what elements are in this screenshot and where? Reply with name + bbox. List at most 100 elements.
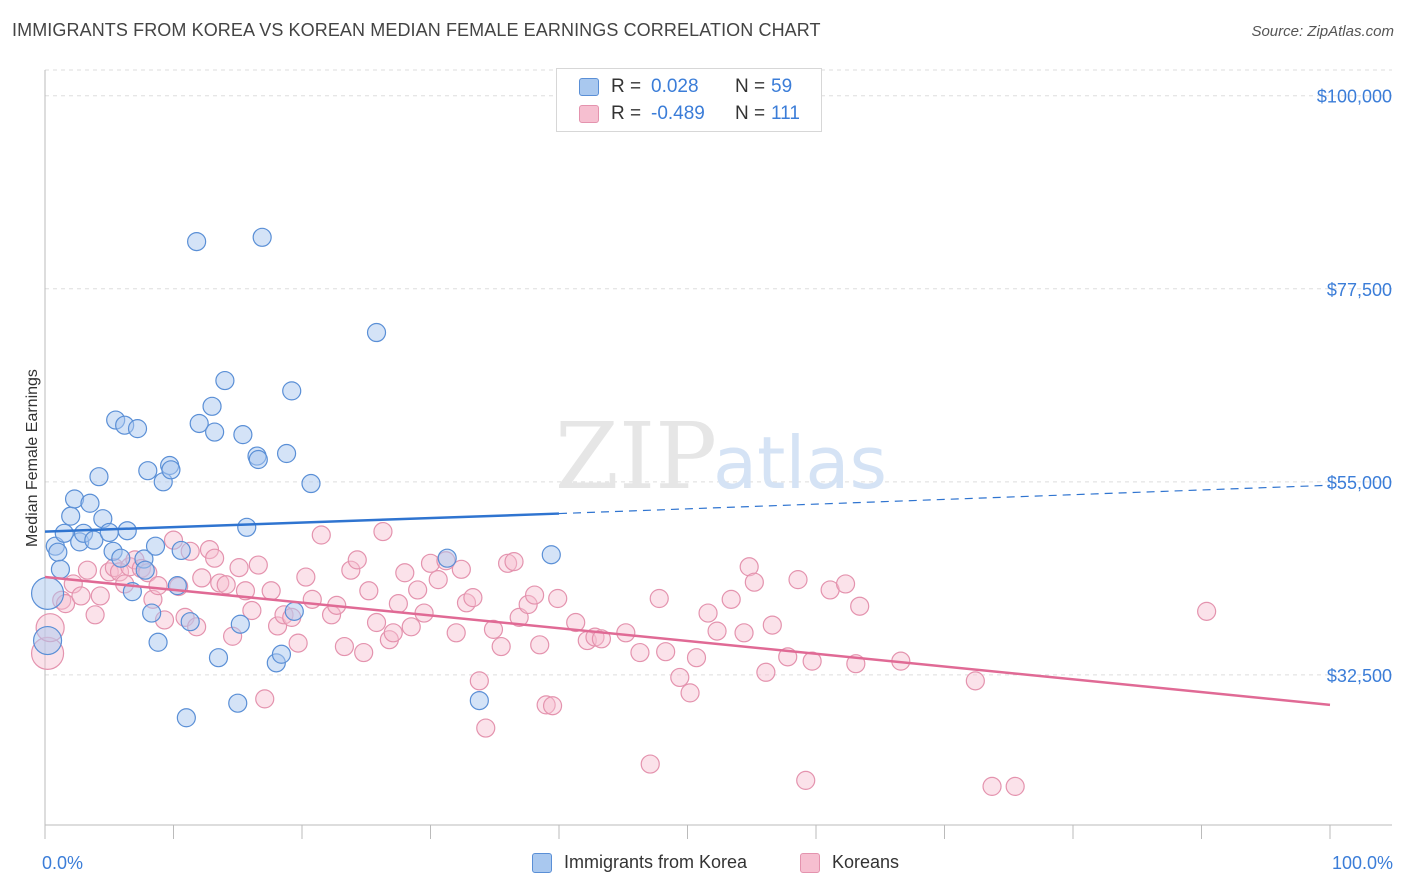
x-tick-label: 100.0% [1332,853,1393,873]
data-point-koreans [216,575,236,595]
data-point-koreans [756,662,776,682]
data-point-koreans [395,563,415,583]
data-point-korea [208,648,229,668]
data-point-koreans [408,580,428,600]
data-point-koreans [456,593,477,613]
tick-labels: $32,500 $55,000 $77,500 $100,000 0.0% 100.0% [42,87,1393,873]
data-point-koreans [341,560,361,580]
data-point-korea [284,601,304,621]
data-point-koreans [566,612,586,633]
korea-immigrants-points [30,227,561,728]
data-point-koreans [686,648,707,668]
y-tick-label: $32,500 [1327,666,1392,686]
data-point-korea [148,632,168,652]
data-point-koreans [591,629,612,649]
data-point-korea [127,419,148,439]
data-point-korea [437,548,457,568]
data-point-korea [54,523,74,543]
data-point-koreans [148,576,168,596]
data-point-koreans [255,689,275,709]
data-point-koreans [476,718,496,738]
data-point-koreans [640,754,660,774]
correlation-legend: R = 0.028 N = 59 R = -0.489 N = 111 [556,68,822,132]
data-point-koreans [744,572,764,592]
data-point-koreans [77,560,98,580]
data-point-koreans [670,667,690,688]
y-tick-label: $100,000 [1317,87,1392,107]
data-point-koreans [463,588,483,608]
data-point-korea [189,413,209,434]
data-point-koreans [428,570,448,590]
data-point-koreans [90,586,110,606]
data-point-korea [142,603,162,623]
data-point-koreans [288,633,308,653]
data-point-koreans [530,635,550,655]
data-point-korea [202,396,222,416]
data-point-koreans [388,594,408,614]
data-point-korea [187,231,207,252]
data-point-korea [145,536,166,556]
data-point-koreans [680,683,700,703]
data-point-koreans [721,589,741,609]
data-point-koreans [242,600,262,621]
data-point-koreans [483,619,504,639]
data-point-koreans [446,623,466,643]
data-point-korea [111,548,131,568]
data-point-korea [32,625,63,656]
data-point-korea [161,460,181,480]
data-point-korea [248,449,268,470]
data-point-koreans [267,616,288,636]
x-tick-label: 0.0% [42,853,83,873]
data-point-korea [171,540,191,561]
data-point-korea [469,690,489,711]
data-point-korea [282,381,302,401]
data-point-koreans [210,573,230,593]
data-point-koreans [347,550,367,570]
data-point-koreans [835,574,856,594]
data-point-koreans [373,521,393,542]
source-label: Source: ZipAtlas.com [1251,23,1394,40]
legend-label-korea: Immigrants from Korea [564,852,748,872]
data-point-koreans [762,615,782,635]
legend-n-value: 111 [771,103,800,124]
legend-swatch-blue [579,78,599,96]
legend-swatch-pink [579,105,599,123]
data-point-koreans [542,696,563,716]
data-point-koreans [698,603,718,623]
legend-r-label: R = [611,76,642,97]
data-point-korea [215,370,235,391]
data-point-korea [271,644,292,664]
legend-label-koreans: Koreans [832,852,900,872]
data-point-koreans [192,568,212,588]
data-point-korea [135,560,155,580]
legend-item-korea[interactable]: Immigrants from Korea [532,852,747,873]
data-point-korea [61,506,81,526]
data-point-koreans [205,548,225,568]
legend-item-koreans[interactable]: Koreans [800,852,899,873]
trend-lines [44,484,1331,707]
legend-swatch-blue [532,852,552,873]
data-point-koreans [71,586,91,606]
data-point-koreans [311,525,331,545]
legend-row-koreans: R = -0.489 N = 111 [579,102,800,126]
trend-line-korea [44,512,560,533]
data-point-koreans [302,589,322,609]
y-axis-title: Median Female Earnings [24,369,41,547]
legend-n-label: N = [735,103,766,124]
data-point-koreans [334,636,355,657]
data-point-korea [117,521,137,541]
y-tick-label: $77,500 [1327,280,1392,300]
legend-r-label: R = [611,103,642,124]
trend-line-koreans [44,575,1331,707]
data-point-koreans [518,594,538,615]
data-point-koreans [982,776,1002,796]
data-point-korea [252,227,272,247]
data-point-korea [230,614,250,634]
trend-line-korea-projection [558,484,1331,515]
data-point-korea [30,576,65,610]
data-point-korea [276,443,297,464]
chart-title: IMMIGRANTS FROM KOREA VS KOREAN MEDIAN F… [12,20,821,40]
data-point-korea [99,522,119,543]
series-legend: Immigrants from Korea Koreans [0,852,1406,878]
data-point-koreans [788,570,808,590]
